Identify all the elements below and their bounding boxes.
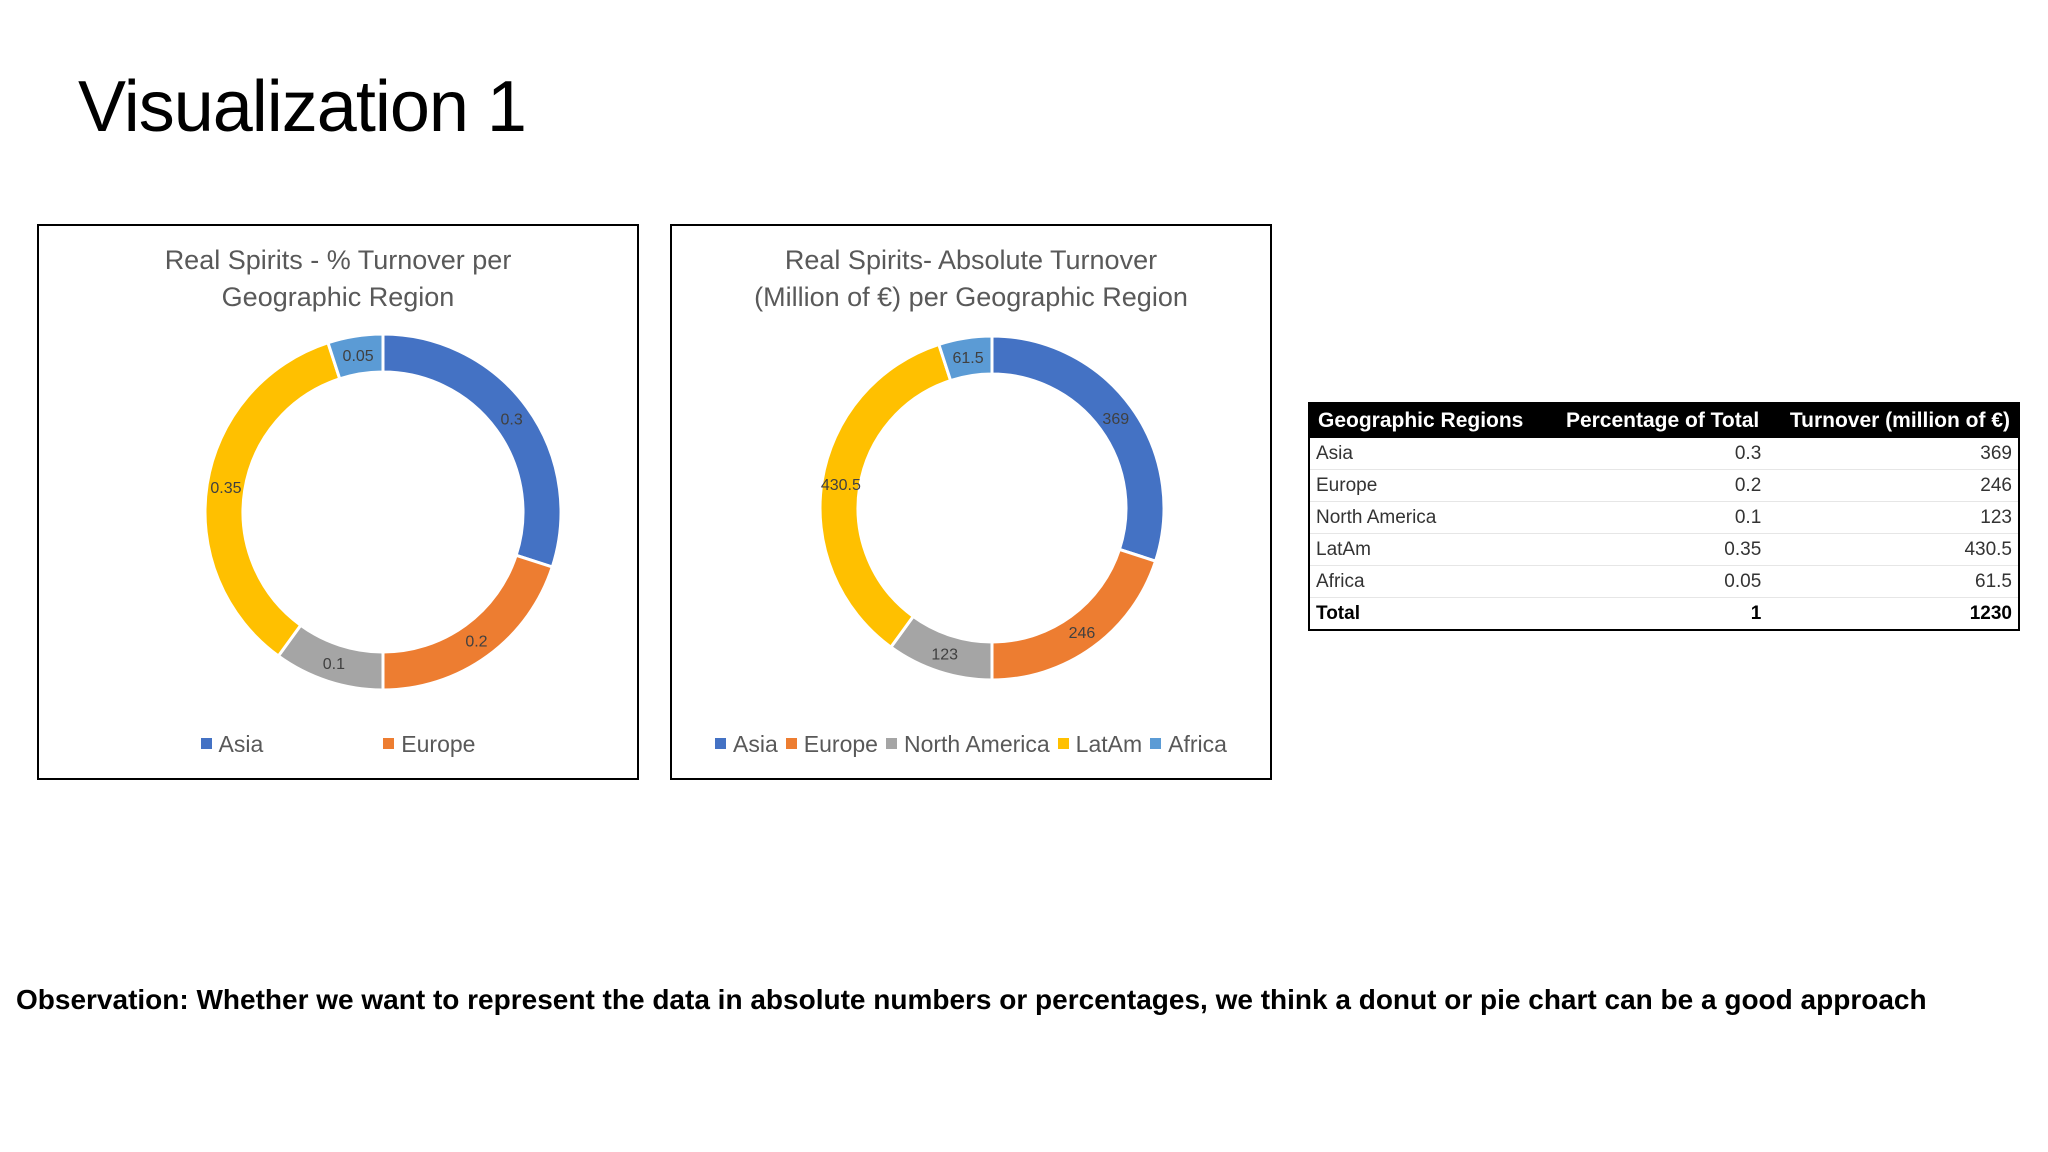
chart-title: Real Spirits - % Turnover per Geographic… [59,242,617,316]
turnover-cell: 430.5 [1767,533,2019,566]
legend-swatch [885,738,897,750]
donut-slice-africa [326,332,385,381]
header-percentage: Percentage of Total [1545,403,1768,438]
legend-item-europe: Europe [785,731,878,758]
turnover-cell: 246 [1767,469,2019,502]
donut-chart-percent: 0.3 0.2 0.1 0.35 0.05 [203,332,563,692]
chart-title-line-1: Real Spirits - % Turnover per [164,245,512,275]
chart-legend: Asia Europe [39,731,637,758]
legend-item-asia: Asia [200,731,264,758]
percentage-cell: 0.2 [1545,469,1768,502]
legend-item-africa: Africa [1150,731,1227,758]
percent-turnover-chart: Real Spirits - % Turnover per Geographic… [37,224,639,780]
legend-swatch [785,738,797,750]
observation-text: Observation: Whether we want to represen… [16,984,1927,1015]
percentage-cell: 0.3 [1545,438,1768,470]
legend-swatch [383,738,395,750]
total-label-cell: Total [1316,602,1360,624]
donut-slice-latam [818,342,953,650]
region-cell: Asia [1309,438,1546,470]
data-label-asia: 369 [1102,411,1129,428]
donut-slice-europe [381,553,555,692]
legend-label: Asia [733,731,778,757]
donut-slice-asia [381,332,563,569]
data-label-africa: 0.05 [343,348,374,365]
data-label-asia: 0.3 [501,412,523,429]
turnover-cell: 123 [1767,501,2019,534]
legend-swatch [715,738,727,750]
data-label-europe: 246 [1069,625,1096,642]
legend-item-north-america: North America [885,731,1050,758]
data-label-north-america: 0.1 [323,656,345,673]
chart-title-line-1: Real Spirits- Absolute Turnover [784,245,1158,275]
turnover-cell: 369 [1767,438,2019,470]
header-turnover: Turnover (million of €) [1767,403,2019,438]
donut-slice-europe [990,547,1158,682]
percentage-cell: 0.1 [1545,501,1768,534]
percentage-cell: 0.05 [1545,565,1768,598]
data-label-africa: 61.5 [952,350,983,367]
total-percentage-cell: 1 [1750,602,1762,624]
chart-legend: Asia Europe North America LatAm Africa [672,731,1270,758]
data-label-latam: 430.5 [821,477,861,494]
region-cell: North America [1309,501,1546,534]
region-cell: Africa [1309,565,1546,598]
table-header-row: Geographic Regions Percentage of Total T… [1309,403,2019,438]
percentage-cell: 0.35 [1545,533,1768,566]
donut-chart-absolute: 369 246 123 430.5 61.5 [818,334,1166,682]
region-cell: LatAm [1309,533,1546,566]
legend-label: Asia [218,731,264,757]
donut-slice-latam [203,340,342,659]
turnover-table: Geographic Regions Percentage of Total T… [1308,402,2020,631]
legend-item-latam: LatAm [1057,731,1143,758]
legend-item-asia: Asia [715,731,778,758]
chart-title: Real Spirits- Absolute Turnover (Million… [692,242,1250,316]
legend-label: LatAm [1075,731,1143,757]
absolute-turnover-chart: Real Spirits- Absolute Turnover (Million… [670,224,1272,780]
legend-label: Europe [803,731,878,757]
table-row: Africa 0.05 61.5 [1309,565,2019,598]
turnover-cell: 61.5 [1767,565,2019,598]
legend-label: Europe [401,731,476,757]
slide-title: Visualization 1 [78,67,527,147]
total-turnover-cell: 1230 [1969,602,2012,624]
data-label-north-america: 123 [931,647,958,664]
legend-swatch [1150,738,1162,750]
legend-item-europe: Europe [383,731,475,758]
legend-label: North America [903,731,1050,757]
table-row: Asia 0.3 369 [1309,438,2019,470]
table-row: North America 0.1 123 [1309,501,2019,534]
region-cell: Europe [1309,469,1546,502]
donut-slice-asia [990,334,1166,564]
donut-slice-africa [936,334,994,383]
legend-swatch [1057,738,1069,750]
legend-label: Africa [1168,731,1227,757]
chart-title-line-2: Geographic Region [221,282,455,312]
legend-swatch [200,738,212,750]
table-row: Europe 0.2 246 [1309,469,2019,502]
header-regions: Geographic Regions [1309,403,1546,438]
table-row: LatAm 0.35 430.5 [1309,533,2019,566]
chart-title-line-2: (Million of €) per Geographic Region [754,282,1188,312]
table-total-row: Total 1 1230 [1309,598,2019,631]
data-label-latam: 0.35 [210,480,241,497]
data-label-europe: 0.2 [465,634,487,651]
